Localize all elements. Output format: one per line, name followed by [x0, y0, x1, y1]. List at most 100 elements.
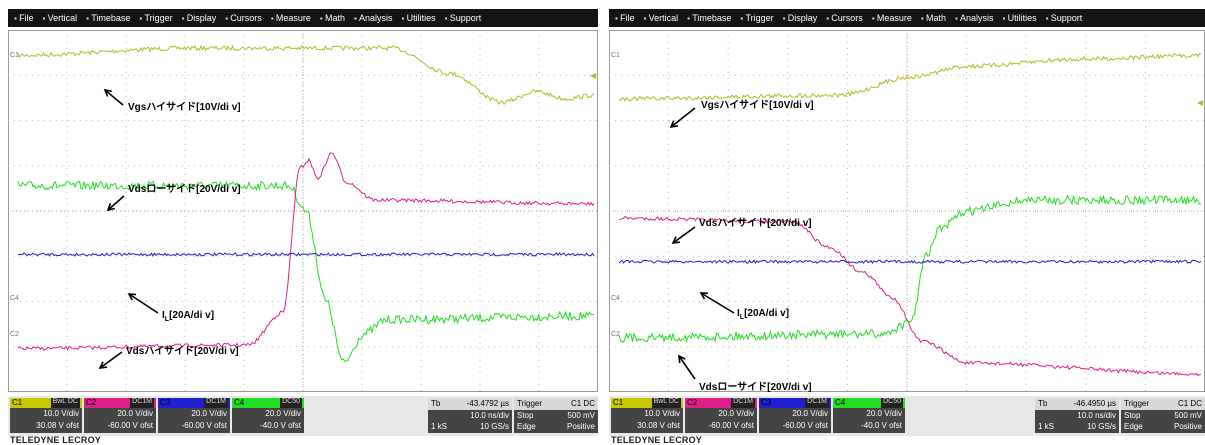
menu-item[interactable]: Cursors [826, 13, 863, 23]
timebase-box[interactable]: Tb -43.4792 µs 10.0 ns/div 1 kS 10 GS/s [428, 398, 512, 433]
annotation: IL[20A/di v] [162, 310, 214, 323]
annotation-arrow [99, 351, 123, 369]
channel-name: C1 [613, 398, 624, 407]
menu-item[interactable]: Support [445, 13, 482, 23]
menu-item[interactable]: Utilities [1003, 13, 1037, 23]
annotation-arrowhead [671, 236, 681, 244]
channel-marker: C1 [10, 52, 19, 60]
menu-item[interactable]: Trigger [139, 13, 172, 23]
annotation-arrow [700, 292, 735, 314]
annotation-text: Vdsハイサイド[20V/di v] [699, 218, 812, 229]
menu-item[interactable]: Math [320, 13, 345, 23]
trigger-slope: Positive [1173, 422, 1202, 431]
channel-header: C3 DC1M [759, 398, 831, 408]
annotation-text: Vgsハイサイド[10V/di v] [128, 102, 241, 113]
channel-header: C2 DC1M [685, 398, 757, 408]
annotation: Vgsハイサイド[10V/di v] [128, 98, 241, 113]
channel-coupling: DC1M [204, 398, 228, 408]
menu-item[interactable]: File [14, 13, 34, 23]
channel-box[interactable]: C4 DC50 20.0 V/div -40.0 V ofst [833, 398, 905, 433]
annotation-suffix: [20A/di v] [169, 310, 215, 321]
channel-offset: -60.00 V ofst [107, 421, 153, 430]
menu-item[interactable]: Cursors [225, 13, 262, 23]
trigger-box[interactable]: Trigger C1 DC Stop 500 mV Edge Positive [514, 398, 598, 433]
channel-coupling: DC1M [731, 398, 755, 408]
channel-coupling: BwL DC [651, 398, 681, 408]
menu-item[interactable]: Support [1046, 13, 1083, 23]
waveform-screen [609, 30, 1205, 392]
trigger-type: Edge [1124, 422, 1143, 431]
channel-offset: -60.00 V ofst [782, 421, 828, 430]
trigger-slope: Positive [566, 422, 595, 431]
annotation-arrow [128, 293, 159, 314]
annotation-subscript: L [739, 314, 745, 321]
timebase-row: 1 kS 10 GS/s [1035, 421, 1119, 433]
channel-offset: -60.00 V ofst [181, 421, 227, 430]
waveform [618, 259, 1202, 265]
channel-coupling: DC50 [881, 398, 903, 408]
channel-box[interactable]: C1 BwL DC 10.0 V/div 30.08 V ofst [10, 398, 82, 433]
trigger-mode: Stop [1124, 410, 1141, 420]
info-bar: C1 BwL DC 10.0 V/div 30.08 V ofst C2 DC1M 20.0… [8, 396, 598, 436]
menu-item[interactable]: Timebase [687, 13, 731, 23]
channel-offset: 30.08 V ofst [36, 421, 79, 430]
waveform [17, 252, 595, 257]
menu-item[interactable]: Analysis [354, 13, 393, 23]
brand: TELEDYNE LECROY [611, 435, 703, 445]
channel-scale: 20.0 V/div [191, 409, 227, 418]
channel-box[interactable]: C1 BwL DC 10.0 V/div 30.08 V ofst [611, 398, 683, 433]
channel-scale: 20.0 V/div [792, 409, 828, 418]
menu-item[interactable]: Vertical [43, 13, 78, 23]
channel-scale: 20.0 V/div [866, 409, 902, 418]
channel-name: C2 [687, 398, 698, 407]
annotation-text: Vdsローサイド[20V/di v] [699, 382, 812, 393]
annotation-text: I [737, 308, 740, 319]
annotation-text: I [162, 310, 165, 321]
channel-offset: -40.0 V ofst [861, 421, 902, 430]
trigger-source: C1 DC [570, 399, 595, 408]
channel-box[interactable]: C3 DC1M 20.0 V/div -60.00 V ofst [759, 398, 831, 433]
timebase-row: Tb -46.4950 µs [1035, 398, 1119, 410]
timebase-samples: 1 kS [1038, 422, 1055, 431]
menu-item[interactable]: Timebase [86, 13, 130, 23]
annotation-arrowhead [127, 293, 137, 301]
menu-item[interactable]: Vertical [644, 13, 679, 23]
channel-box[interactable]: C4 DC50 20.0 V/div -40.0 V ofst [232, 398, 304, 433]
channel-box[interactable]: C2 DC1M 20.0 V/div -60.00 V ofst [685, 398, 757, 433]
annotation: Vdsローサイド[20V/di v] [699, 378, 812, 393]
channel-name: C4 [234, 398, 245, 407]
channel-scale: 20.0 V/div [718, 409, 754, 418]
channel-scale: 20.0 V/div [117, 409, 153, 418]
channel-box[interactable]: C3 DC1M 20.0 V/div -60.00 V ofst [158, 398, 230, 433]
menu-item[interactable]: Measure [872, 13, 912, 23]
channel-marker: C2 [10, 330, 19, 338]
menu-item[interactable]: Math [921, 13, 946, 23]
annotation: Vdsローサイド[20V/di v] [128, 180, 241, 195]
menu-item[interactable]: Utilities [402, 13, 436, 23]
menu-item[interactable]: Trigger [740, 13, 773, 23]
annotation-arrowhead [699, 292, 709, 300]
menu-bar: File Vertical Timebase Trigger Display Cursor… [8, 9, 598, 27]
waveform [17, 152, 595, 351]
trigger-box[interactable]: Trigger C1 DC Stop 500 mV Edge Positive [1121, 398, 1205, 433]
annotation-arrow [670, 107, 696, 128]
annotation-arrowhead [678, 354, 686, 364]
trigger-mode: Stop [517, 410, 534, 420]
brand: TELEDYNE LECROY [10, 435, 102, 445]
menu-item[interactable]: Display [182, 13, 217, 23]
menu-item[interactable]: Measure [271, 13, 311, 23]
channel-name: C4 [835, 398, 846, 407]
waveform [618, 216, 1202, 377]
trigger-marker [1197, 100, 1203, 106]
channel-body: 20.0 V/div -60.00 V ofst [84, 408, 156, 433]
channel-body: 20.0 V/div -40.0 V ofst [833, 408, 905, 433]
timebase-box[interactable]: Tb -46.4950 µs 10.0 ns/div 1 kS 10 GS/s [1035, 398, 1119, 433]
menu-item[interactable]: Analysis [955, 13, 994, 23]
channel-scale: 20.0 V/div [265, 409, 301, 418]
menu-item[interactable]: File [615, 13, 635, 23]
channel-box[interactable]: C2 DC1M 20.0 V/div -60.00 V ofst [84, 398, 156, 433]
annotation-subscript: L [164, 316, 170, 323]
channel-body: 20.0 V/div -60.00 V ofst [685, 408, 757, 433]
menu-item[interactable]: Display [783, 13, 818, 23]
